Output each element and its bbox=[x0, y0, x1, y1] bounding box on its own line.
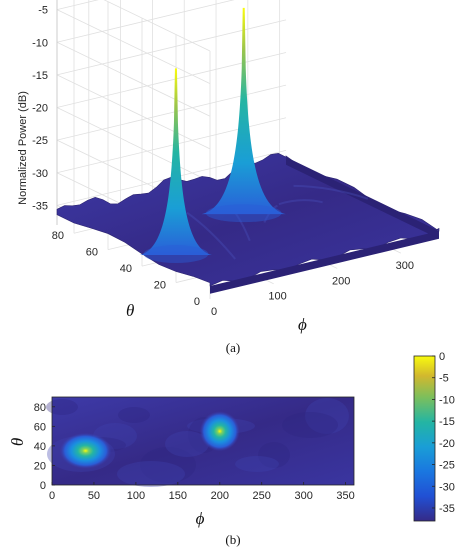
heatmap-frame bbox=[51, 396, 355, 486]
surface-floor-edge bbox=[210, 230, 439, 294]
heatmap-texture-blob bbox=[117, 461, 185, 487]
heatmap-tick-labels: 0 50 100 150 200 250 300 350 0 20 40 60 80 bbox=[34, 402, 355, 502]
y-axis-label-theta: θ bbox=[126, 301, 134, 320]
theta-tick-label: 20 bbox=[154, 280, 166, 292]
heatmap-texture-blob bbox=[305, 398, 349, 434]
z-tick-label: -25 bbox=[32, 135, 48, 147]
heatmap-y-tick-label: 60 bbox=[34, 421, 46, 433]
heatmap-texture-blob bbox=[118, 407, 150, 423]
grid-line bbox=[56, 0, 99, 11]
colorbar-tick-label: -5 bbox=[439, 373, 449, 385]
z-tick-label: -35 bbox=[32, 200, 48, 212]
heatmap-peak-1 bbox=[59, 432, 112, 469]
heatmap-texture-blob bbox=[258, 442, 290, 468]
heatmap-x-tick-label: 200 bbox=[211, 490, 229, 502]
caption-a: (a) bbox=[226, 340, 240, 355]
heatmap-x-tick-label: 300 bbox=[294, 490, 312, 502]
colorbar-tick-label: -35 bbox=[439, 503, 455, 515]
heatmap-peaks bbox=[59, 411, 240, 469]
colorbar-tick-label: -10 bbox=[439, 394, 455, 406]
z-tick-label: -5 bbox=[38, 5, 48, 17]
theta-tick-label: 80 bbox=[52, 230, 64, 242]
heatmap-panel: 0 50 100 150 200 250 300 350 0 20 40 60 80 θ ϕ 0 -5 -1… bbox=[8, 351, 455, 547]
heatmap-x-tick-label: 350 bbox=[336, 490, 354, 502]
x-axis-label-phi: ϕ bbox=[298, 315, 307, 334]
surface-panel: 0-5-10-15-20-25-30-350204060800100200300… bbox=[17, 0, 440, 355]
theta-tick-label: 0 bbox=[194, 296, 200, 308]
colorbar-tick-label: -30 bbox=[439, 481, 455, 493]
grid-line bbox=[56, 74, 211, 150]
surface-peak-1 bbox=[139, 68, 212, 256]
colorbar-tick-label: -15 bbox=[439, 416, 455, 428]
z-tick-label: -10 bbox=[32, 37, 48, 49]
z-tick-label: -30 bbox=[32, 168, 48, 180]
surface-ripple bbox=[293, 184, 369, 200]
heatmap-x-tick-label: 100 bbox=[127, 490, 145, 502]
surface-peak-2 bbox=[201, 7, 286, 215]
grid-line bbox=[56, 41, 211, 117]
heatmap-texture-blob bbox=[46, 399, 78, 415]
z-tick-label: -20 bbox=[32, 103, 48, 115]
caption-b: (b) bbox=[225, 532, 240, 547]
grid-line bbox=[56, 107, 211, 182]
heatmap-peak-2 bbox=[199, 411, 240, 452]
phi-tick-label: 300 bbox=[396, 260, 414, 272]
theta-tick-label: 60 bbox=[86, 247, 98, 259]
heatmap-y-tick-label: 40 bbox=[34, 441, 46, 453]
colorbar-tick-label: -25 bbox=[439, 460, 455, 472]
heatmap-x-tick-label: 0 bbox=[49, 490, 55, 502]
grid-line bbox=[56, 0, 235, 43]
surface-floor-edge bbox=[286, 156, 439, 239]
surface-peak-base-2 bbox=[205, 204, 282, 223]
heatmap-y-tick-label: 20 bbox=[34, 460, 46, 472]
heatmap-y-label-theta: θ bbox=[8, 438, 27, 446]
heatmap-texture-blob bbox=[235, 456, 279, 472]
surface-peak-base-1 bbox=[143, 245, 209, 264]
heatmap-x-tick-label: 50 bbox=[88, 490, 100, 502]
heatmap-x-tick-label: 150 bbox=[169, 490, 187, 502]
phi-tick-label: 100 bbox=[268, 291, 286, 303]
heatmap-y-tick-label: 80 bbox=[34, 402, 46, 414]
phi-tick-label: 0 bbox=[211, 306, 217, 318]
colorbar-tick-labels: 0 -5 -10 -15 -20 -25 -30 -35 bbox=[432, 351, 455, 515]
z-tick-label: -15 bbox=[32, 70, 48, 82]
colorbar-tick-label: -20 bbox=[439, 438, 455, 450]
surface-ripple bbox=[186, 211, 236, 260]
theta-tick-label: 40 bbox=[120, 263, 132, 275]
grid-line bbox=[56, 84, 287, 141]
phi-tick-label: 200 bbox=[332, 275, 350, 287]
surface-ripple bbox=[278, 199, 323, 206]
grid-line bbox=[56, 19, 287, 76]
heatmap-texture-blob bbox=[165, 431, 209, 457]
z-axis-label: Normalized Power (dB) bbox=[17, 91, 29, 205]
grid-line bbox=[56, 9, 211, 84]
colorbar-tick-label: 0 bbox=[439, 351, 445, 363]
heatmap-texture-blob bbox=[140, 447, 196, 483]
surface-peaks bbox=[139, 7, 286, 264]
heatmap-x-tick-label: 250 bbox=[253, 490, 271, 502]
heatmap-texture-blob bbox=[282, 412, 338, 438]
heatmap-y-tick-label: 0 bbox=[40, 480, 46, 492]
heatmap-x-label-phi: ϕ bbox=[196, 509, 205, 528]
colorbar bbox=[413, 355, 436, 522]
grid-line bbox=[56, 52, 287, 108]
